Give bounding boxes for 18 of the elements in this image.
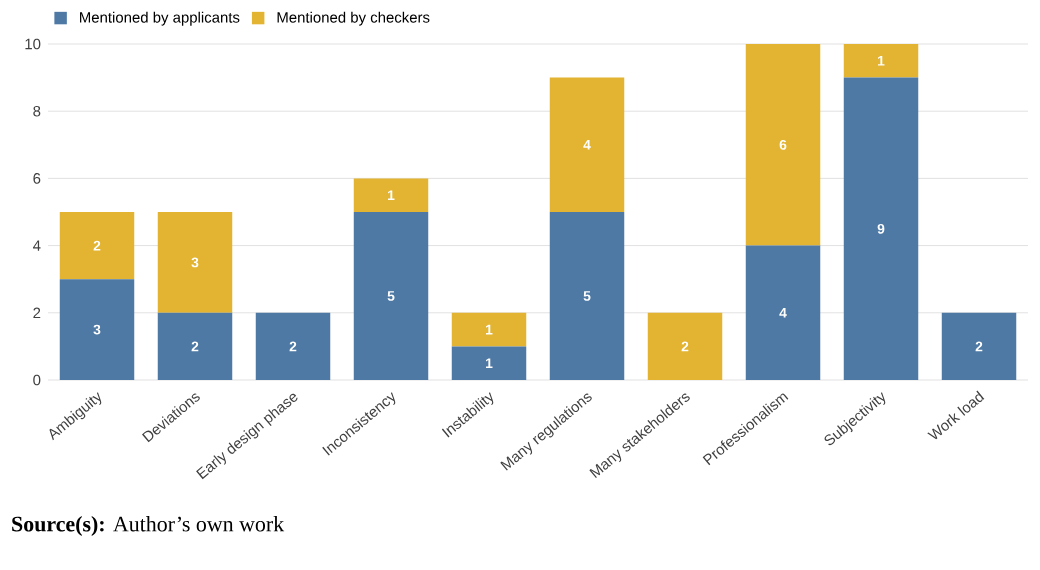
bar [59,279,135,380]
bar [745,43,821,246]
bar [157,212,233,313]
bar [353,212,429,380]
bar [843,43,919,78]
bar [353,178,429,212]
bar [549,77,625,212]
bar [451,346,527,380]
bar [745,245,821,380]
bar [549,212,625,380]
bar [59,212,135,280]
bar [255,312,331,380]
bar [157,312,233,380]
bar [647,312,723,380]
bar [451,312,527,347]
bar [843,77,919,380]
bar [941,312,1017,380]
text: Source(s): Author’s own work [12,516,285,536]
